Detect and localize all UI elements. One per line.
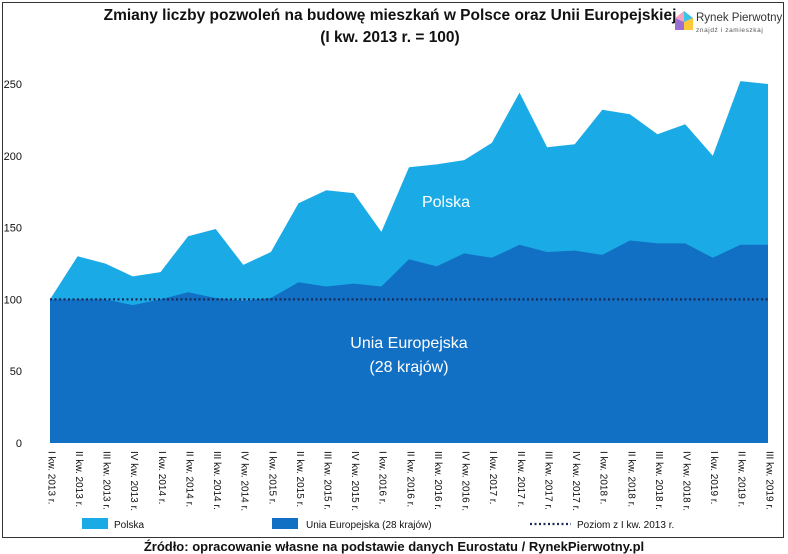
x-tick-label: I kw. 2015 r. <box>266 451 277 504</box>
legend-label: Unia Europejska (28 krajów) <box>306 520 432 531</box>
series-area-ue <box>50 240 768 443</box>
x-tick-label: IV kw. 2018 r. <box>681 451 692 511</box>
source-note: Źródło: opracowanie własne na podstawie … <box>143 539 645 554</box>
legend-label: Polska <box>114 520 144 531</box>
legend-swatch <box>82 518 108 529</box>
area-annotation: Polska <box>422 194 470 211</box>
x-tick-label: III kw. 2018 r. <box>653 451 664 510</box>
x-tick-label: II kw. 2018 r. <box>625 451 636 507</box>
y-tick-label: 0 <box>16 438 22 450</box>
area-annotation: Unia Europejska <box>350 335 468 352</box>
x-tick-label: I kw. 2013 r. <box>45 451 56 504</box>
chart-frame <box>2 2 784 538</box>
x-tick-label: I kw. 2014 r. <box>156 451 167 504</box>
chart-title: Zmiany liczby pozwoleń na budowę mieszka… <box>103 7 677 24</box>
chart-subtitle: (I kw. 2013 r. = 100) <box>320 29 460 46</box>
x-tick-label: II kw. 2013 r. <box>73 451 84 507</box>
y-tick-label: 100 <box>4 294 22 306</box>
logo-tagline: znajdź i zamieszkaj <box>696 27 764 34</box>
y-tick-label: 50 <box>10 366 22 378</box>
x-tick-label: III kw. 2019 r. <box>763 451 774 510</box>
x-tick-label: I kw. 2016 r. <box>377 451 388 504</box>
chart-title-block: Zmiany liczby pozwoleń na budowę mieszka… <box>60 5 720 49</box>
logo-name: Rynek Pierwotny <box>696 12 783 24</box>
y-tick-label: 200 <box>4 151 22 163</box>
x-tick-label: IV kw. 2016 r. <box>460 451 471 511</box>
x-tick-label: I kw. 2017 r. <box>487 451 498 504</box>
x-tick-label: IV kw. 2017 r. <box>570 451 581 511</box>
x-tick-label: II kw. 2016 r. <box>404 451 415 507</box>
y-tick-label: 150 <box>4 223 22 235</box>
x-tick-label: II kw. 2017 r. <box>515 451 526 507</box>
x-tick-label: III kw. 2013 r. <box>101 451 112 510</box>
x-tick-label: I kw. 2018 r. <box>598 451 609 504</box>
brand-logo: Rynek Pierwotny znajdź i zamieszkaj <box>674 10 782 46</box>
x-tick-label: III kw. 2017 r. <box>542 451 553 510</box>
x-tick-label: IV kw. 2013 r. <box>128 451 139 511</box>
house-logo-icon <box>675 11 693 30</box>
legend-swatch <box>272 518 298 529</box>
x-tick-label: I kw. 2019 r. <box>708 451 719 504</box>
legend-label: Poziom z I kw. 2013 r. <box>577 520 674 531</box>
x-tick-label: III kw. 2016 r. <box>432 451 443 510</box>
y-tick-label: 250 <box>4 79 22 91</box>
x-tick-label: II kw. 2014 r. <box>183 451 194 507</box>
x-tick-label: III kw. 2015 r. <box>322 451 333 510</box>
area-annotation: (28 krajów) <box>369 359 448 376</box>
x-tick-label: III kw. 2014 r. <box>211 451 222 510</box>
x-tick-label: IV kw. 2015 r. <box>349 451 360 511</box>
x-tick-label: II kw. 2015 r. <box>294 451 305 507</box>
x-tick-label: IV kw. 2014 r. <box>239 451 250 511</box>
x-tick-label: II kw. 2019 r. <box>736 451 747 507</box>
